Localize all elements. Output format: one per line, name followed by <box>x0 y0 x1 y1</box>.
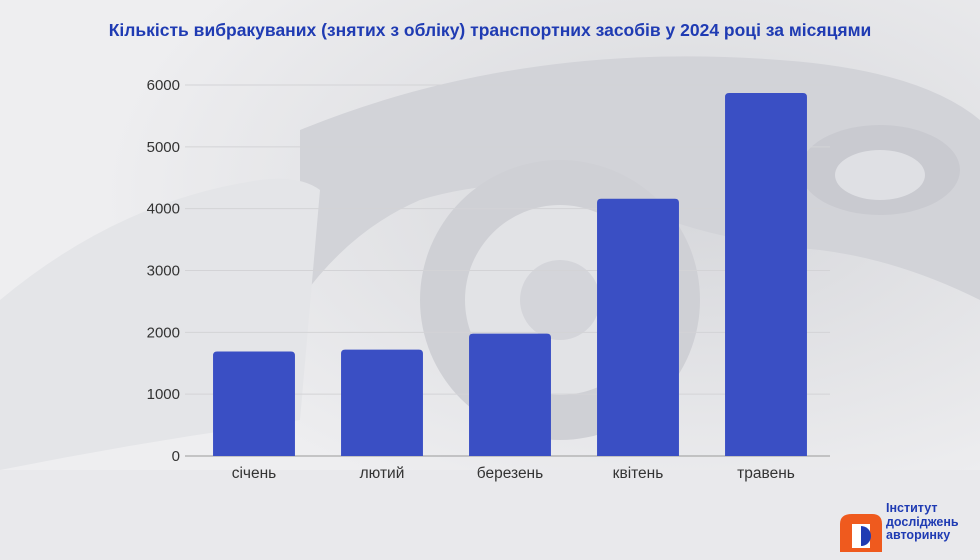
bar-1 <box>213 351 295 456</box>
y-tick-label: 3000 <box>147 263 180 280</box>
bar-5 <box>725 93 807 456</box>
logo-wordmark: Інститут досліджень авторинку <box>886 501 959 543</box>
x-tick-label: квітень <box>613 465 664 482</box>
y-tick-label: 4000 <box>147 201 180 218</box>
x-tick-label: лютий <box>360 465 405 482</box>
x-tick-label: січень <box>232 465 277 482</box>
logo-line-1: Інститут <box>886 501 938 515</box>
logo-line-2: досліджень <box>886 514 959 529</box>
y-tick-label: 1000 <box>147 386 180 403</box>
y-tick-label: 5000 <box>147 139 180 156</box>
bar-2 <box>341 349 423 456</box>
x-tick-label: березень <box>477 465 543 482</box>
chart-title: Кількість вибракуваних (знятих з обліку)… <box>108 20 872 40</box>
logo-line-3: авторинку <box>886 528 951 542</box>
bar-3 <box>469 333 551 456</box>
y-tick-label: 6000 <box>147 77 180 94</box>
x-tick-label: травень <box>737 465 795 482</box>
bar-4 <box>597 198 679 457</box>
logo-icon <box>840 514 882 552</box>
y-tick-label: 0 <box>172 448 180 465</box>
y-tick-label: 2000 <box>147 324 180 341</box>
